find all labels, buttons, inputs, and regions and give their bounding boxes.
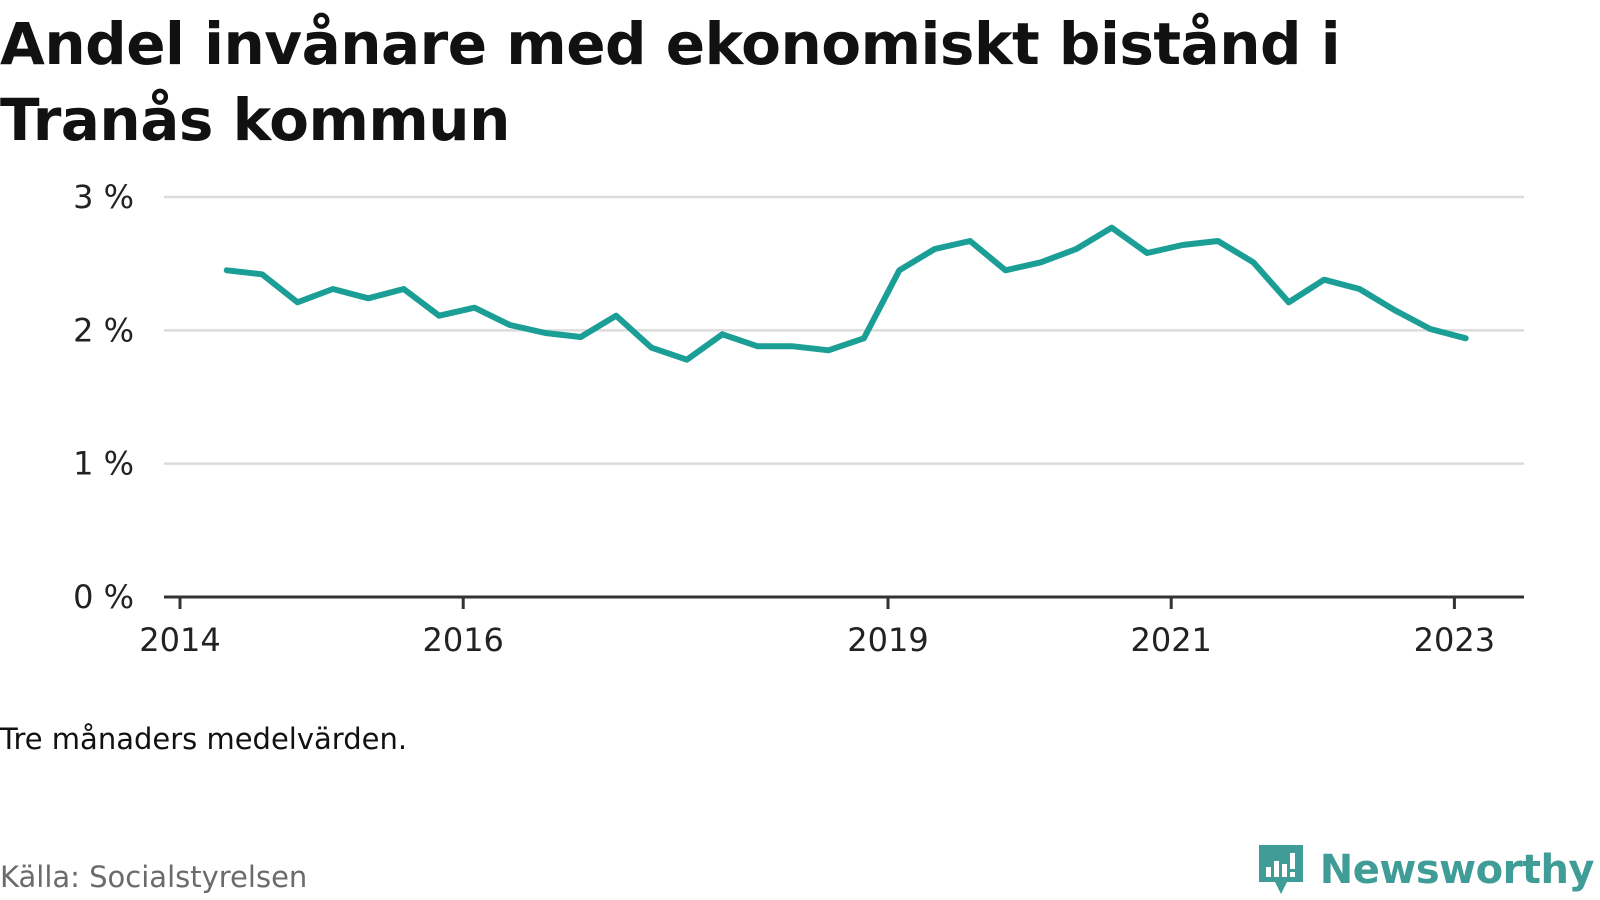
data-point (1321, 277, 1327, 283)
data-point (932, 246, 938, 252)
y-axis-tick-labels: 0 % 1 % 2 % 3 % (73, 178, 134, 616)
data-point (1144, 250, 1150, 256)
data-point (1250, 259, 1256, 265)
data-point (1357, 286, 1363, 292)
data-point (649, 345, 655, 351)
data-point (613, 313, 619, 319)
brand-name: Newsworthy (1319, 847, 1595, 893)
data-point (896, 267, 902, 273)
data-point (1215, 238, 1221, 244)
y-tick-label: 3 % (73, 178, 134, 216)
data-point (330, 286, 336, 292)
data-point (684, 357, 690, 363)
data-point (1003, 267, 1009, 273)
source-label: Källa: Socialstyrelsen (0, 860, 308, 894)
data-point (790, 343, 796, 349)
gridlines (164, 195, 1524, 465)
series-line (223, 224, 1469, 363)
y-tick-label: 0 % (73, 578, 134, 616)
data-point (224, 267, 230, 273)
data-point (861, 335, 867, 341)
chart-title: Andel invånare med ekonomiskt bistånd i … (0, 10, 1341, 154)
chart-note: Tre månaders medelvärden. (0, 722, 408, 756)
data-point (755, 343, 761, 349)
data-point (542, 330, 548, 336)
y-tick-label: 2 % (73, 311, 134, 349)
data-point (1463, 335, 1469, 341)
x-tick-label: 2023 (1414, 621, 1495, 659)
data-point (967, 238, 973, 244)
y-tick-label: 1 % (73, 445, 134, 483)
series-layer (223, 224, 1469, 363)
data-point (1038, 259, 1044, 265)
line-chart-svg: 0 % 1 % 2 % 3 % 2014 2016 2019 2021 2023 (73, 178, 1524, 659)
data-point (259, 271, 265, 277)
x-axis-tick-labels: 2014 2016 2019 2021 2023 (139, 621, 1495, 659)
data-point (1427, 326, 1433, 332)
data-point (1392, 307, 1398, 313)
newsworthy-logo-icon (1258, 845, 1303, 894)
data-point (436, 313, 442, 319)
data-point (401, 286, 407, 292)
brand-logo: Newsworthy (1256, 842, 1595, 898)
x-axis (164, 595, 1524, 609)
data-point (365, 295, 371, 301)
x-tick-label: 2016 (422, 621, 503, 659)
data-point (826, 347, 832, 353)
data-point (1073, 246, 1079, 252)
x-tick-label: 2019 (847, 621, 928, 659)
data-point (1286, 299, 1292, 305)
data-point (1109, 225, 1115, 231)
data-point (719, 331, 725, 337)
data-point (507, 322, 513, 328)
line-chart: 0 % 1 % 2 % 3 % 2014 2016 2019 2021 2023 (0, 170, 1600, 690)
data-point (295, 299, 301, 305)
data-point (578, 334, 584, 340)
x-tick-label: 2014 (139, 621, 220, 659)
data-point (472, 305, 478, 311)
data-point (1180, 242, 1186, 248)
x-tick-label: 2021 (1130, 621, 1211, 659)
